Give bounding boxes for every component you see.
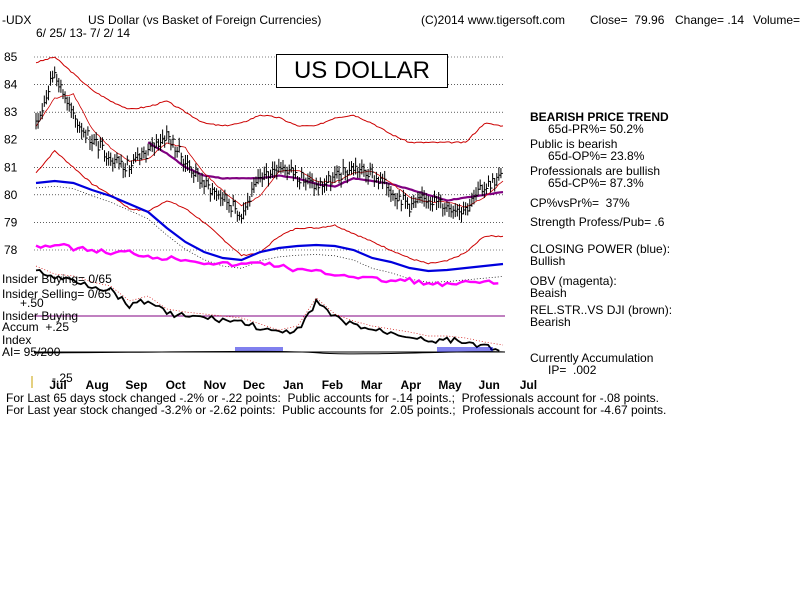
month-label: Feb	[322, 378, 343, 392]
y-tick-label: 83	[4, 105, 18, 119]
moving-average-line	[147, 141, 504, 202]
month-label: Jul	[49, 378, 66, 392]
closing-power-average	[35, 185, 504, 283]
date-range: 6/ 25/ 13- 7/ 2/ 14	[36, 26, 131, 40]
change-value: Change= .14	[675, 13, 745, 27]
ip-value: IP= .002	[548, 363, 597, 377]
volume-label: Volume=	[753, 13, 800, 27]
bearish-price-trend: BEARISH PRICE TREND	[530, 110, 669, 124]
x-axis: Jul Aug Sep Oct Nov Dec Jan Feb Mar Apr May Jun Jul	[31, 376, 537, 392]
op-value: 65d-OP%= 23.8%	[548, 149, 645, 163]
y-tick-label: 79	[4, 215, 18, 229]
month-label: Jul	[520, 378, 537, 392]
obv-value: Beaish	[530, 286, 567, 300]
accumulation-label: Currently Accumulation	[530, 351, 654, 365]
y-tick-label: 84	[4, 78, 18, 92]
month-label: Jun	[479, 378, 500, 392]
index-label: Index	[2, 333, 32, 347]
ai-curve	[33, 350, 506, 355]
cp-vs-pr: CP%vsPr%= 37%	[530, 196, 630, 210]
month-label: Oct	[166, 378, 186, 392]
month-label: May	[438, 378, 462, 392]
instrument-name: US Dollar (vs Basket of Foreign Currenci…	[88, 13, 322, 27]
obv-line	[35, 242, 499, 288]
relstr-label: REL.STR..VS DJI (brown):	[530, 303, 673, 317]
y-tick-label: 80	[4, 188, 18, 202]
cp-value: 65d-CP%= 87.3%	[548, 176, 644, 190]
chart-title: US DOLLAR	[293, 57, 431, 84]
month-label: Jan	[283, 378, 304, 392]
closing-power-label: CLOSING POWER (blue):	[530, 242, 671, 256]
public-bearish: Public is bearish	[530, 137, 618, 151]
accum-label: Accum +.25	[2, 320, 70, 334]
close-value: Close= 79.96	[590, 13, 665, 27]
ticker-symbol: -UDX	[2, 13, 32, 27]
accumulation-index-average	[35, 265, 504, 346]
month-label: Dec	[243, 378, 265, 392]
ai-label: AI= 95/200	[2, 345, 61, 359]
y-tick-label: 82	[4, 133, 18, 147]
month-label: Apr	[400, 378, 421, 392]
insider-buying-ratio: Insider Buying= 0/65	[2, 272, 112, 286]
closing-power-line	[35, 179, 504, 273]
month-label: Sep	[125, 378, 147, 392]
footer-65-days: For Last 65 days stock changed -.2% or -…	[6, 391, 660, 405]
y-tick-label: 78	[4, 243, 18, 257]
strength-ratio: Strength Profess/Pub= .6	[530, 215, 665, 229]
professionals-bullish: Professionals are bullish	[530, 164, 661, 178]
month-label: Aug	[86, 378, 109, 392]
insider-selling-ratio: Insider Selling= 0/65	[2, 287, 112, 301]
upper-band-line	[35, 56, 504, 144]
accumulation-index-line	[35, 269, 500, 352]
month-label: Nov	[203, 378, 226, 392]
y-tick-label: 81	[4, 160, 18, 174]
closing-power-value: Bullish	[530, 254, 566, 268]
obv-label: OBV (magenta):	[530, 274, 617, 288]
plus-50-label: +.50	[20, 296, 44, 310]
copyright-link[interactable]: (C)2014 www.tigersoft.com	[421, 13, 566, 27]
y-axis: 78 79 80 81 82 83 84 85	[4, 50, 18, 257]
chart-title-box: US DOLLAR	[276, 54, 448, 88]
price-bars	[35, 66, 503, 224]
relstr-value: Bearish	[530, 315, 571, 329]
y-tick-label: 85	[4, 50, 18, 64]
footer-last-year: For Last year stock changed -3.2% or -2.…	[6, 403, 667, 417]
minus-25-label: -.25	[52, 371, 73, 385]
short-average-line	[35, 93, 504, 208]
insider-buying-label: Insider Buying	[2, 309, 79, 323]
month-label: Mar	[361, 378, 383, 392]
pr-value: 65d-PR%= 50.2%	[548, 122, 644, 136]
